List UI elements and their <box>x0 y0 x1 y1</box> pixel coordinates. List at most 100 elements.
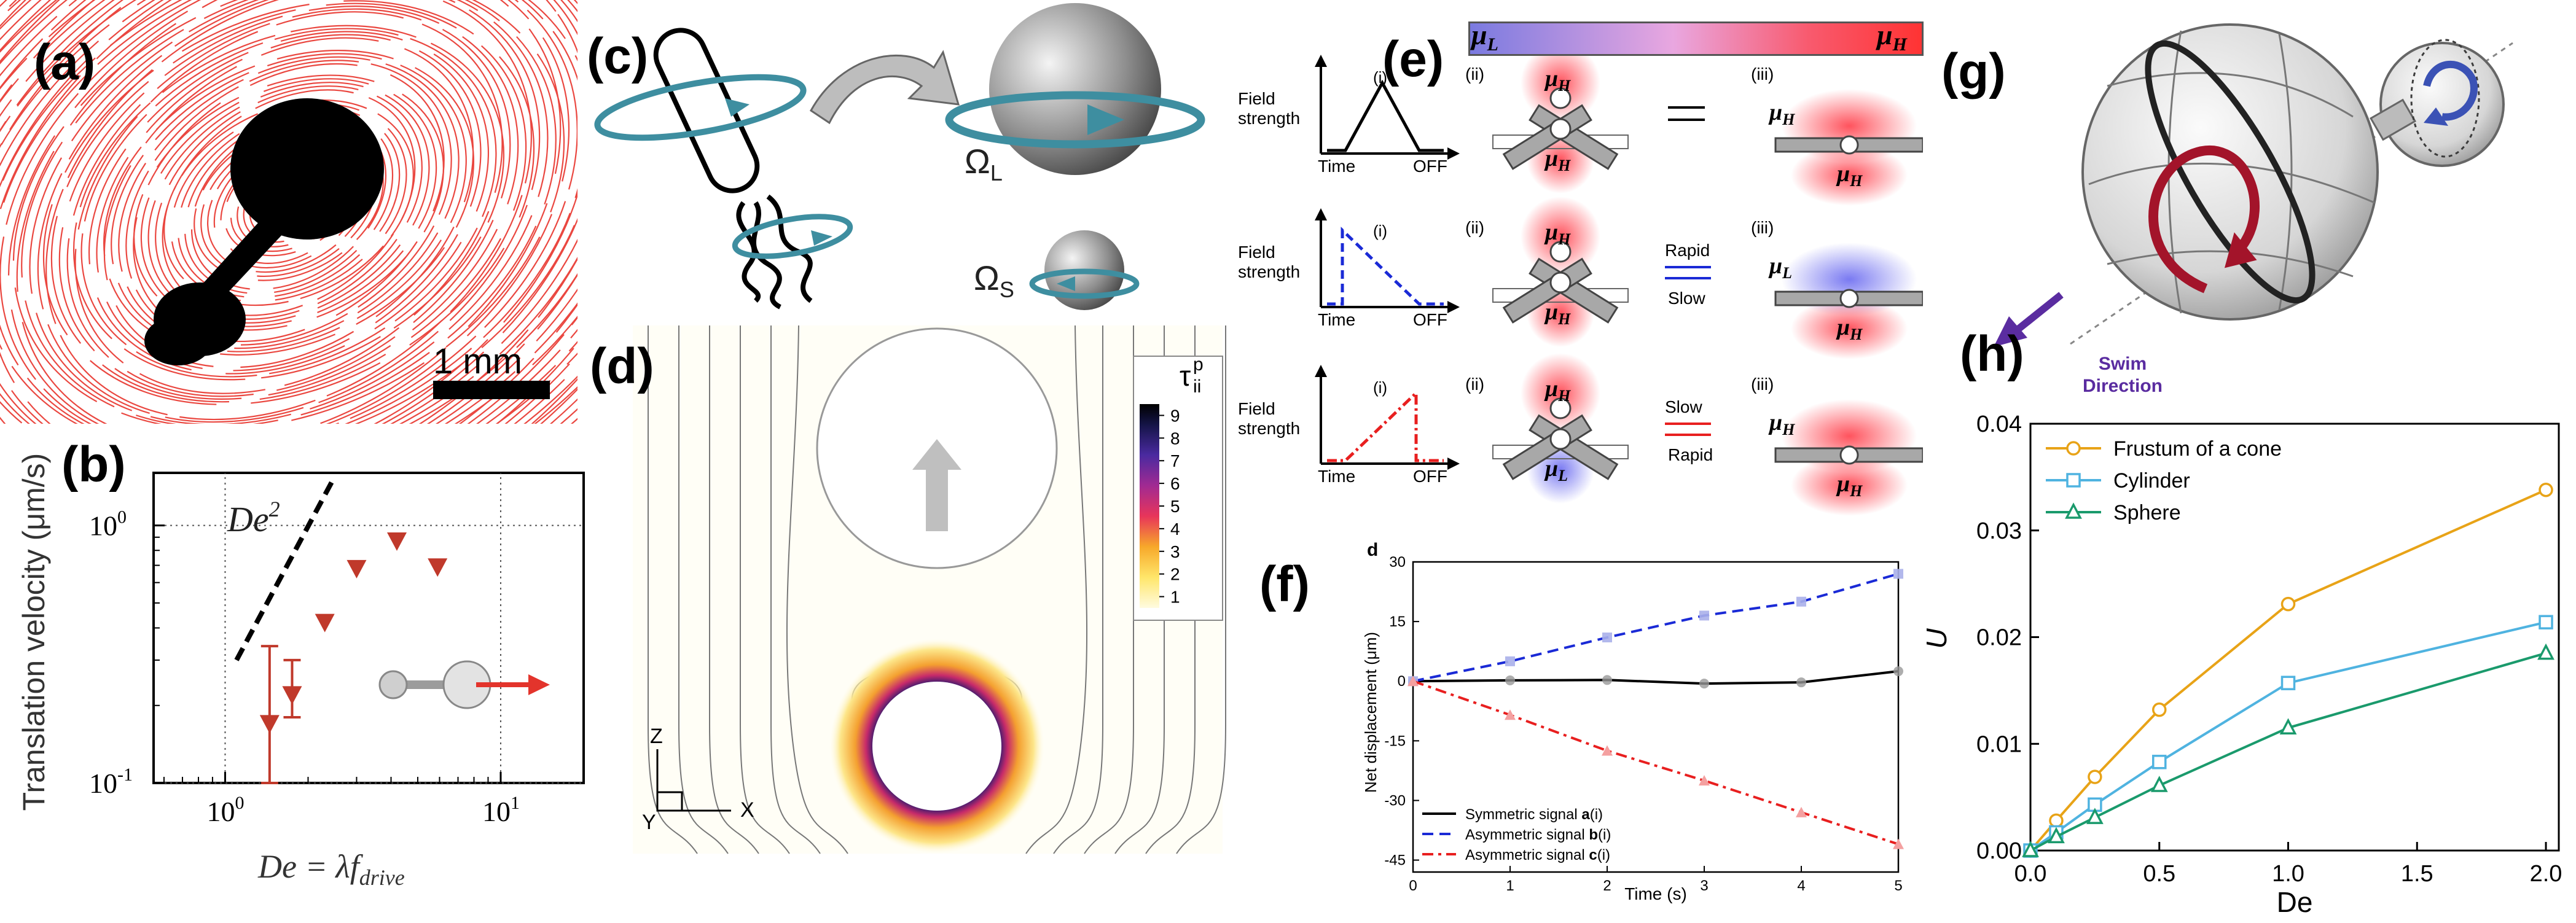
time-label: Time <box>1318 157 1355 176</box>
swimmer-joint <box>1549 271 1572 294</box>
arrowhead <box>1447 301 1460 313</box>
series-line <box>2029 621 2547 852</box>
signal-trace <box>1327 79 1444 152</box>
shell-band <box>2145 40 2316 304</box>
data-point <box>2280 596 2296 612</box>
x-tick-label: 1.0 <box>2272 861 2304 887</box>
x-tick-label: 101 <box>482 793 520 827</box>
x-tick-label: 0.0 <box>2014 861 2047 887</box>
subpanel-tag: (i) <box>1373 222 1387 240</box>
swimmer-joint <box>1549 87 1572 109</box>
legend-marker <box>2065 502 2082 519</box>
colorbar <box>1140 404 1159 608</box>
data-point <box>1796 806 1807 817</box>
colorbar-tick-label: 5 <box>1170 497 1180 516</box>
panel-label-a: (a) <box>34 34 96 90</box>
viscosity-gradient-bar <box>1468 21 1924 56</box>
colorbar-tick-label: 6 <box>1170 474 1180 493</box>
axis-y: Y <box>642 811 656 834</box>
viscosity-glow <box>1791 144 1908 206</box>
scale-bar <box>433 381 550 399</box>
y-axis-label: Net displacement (μm) <box>1361 632 1380 793</box>
colorbar-tick-label: 9 <box>1170 406 1180 425</box>
subpanel-tag: (i) <box>1373 68 1387 87</box>
streamline <box>648 325 698 854</box>
legend-label: Asymmetric signal c(i) <box>1465 847 1610 863</box>
y-tick-label: 0.01 <box>1976 731 2022 757</box>
panel-c-illustration <box>594 3 1205 310</box>
panel-label-c: (c) <box>587 28 649 84</box>
swim-direction-label: Swim Direction <box>2082 354 2163 396</box>
data-point <box>2022 841 2039 857</box>
signal-trace <box>1327 227 1444 306</box>
panel-d: (d) Z X <box>590 325 1235 920</box>
small-body <box>872 682 1001 811</box>
y-axis-label: U <box>1923 628 1952 649</box>
series-lines <box>2022 482 2554 858</box>
legend-label: Symmetric signal a(i) <box>1465 806 1603 823</box>
colorbar-tick-label: 2 <box>1170 565 1180 584</box>
colorbar-tick-label: 1 <box>1170 588 1180 607</box>
swimmer-inset <box>378 660 550 709</box>
swimmer-arm <box>1502 414 1592 480</box>
y-tick-label: 0 <box>1398 673 1406 690</box>
streamline <box>1025 325 1088 854</box>
y-tick-label: 15 <box>1389 613 1406 630</box>
colorbar-tick-label: 3 <box>1170 542 1180 561</box>
time-label: Time <box>1318 310 1355 329</box>
arrowhead <box>1315 55 1327 67</box>
signal-axes <box>1315 55 1460 160</box>
axes-frame <box>1412 561 1900 873</box>
subpanel-tag: (ii) <box>1465 218 1484 237</box>
x-tick-label: 2 <box>1603 878 1611 894</box>
rate-label: Slow <box>1668 289 1705 308</box>
legend-label: Frustum of a cone <box>2113 437 2282 461</box>
series-lines <box>1407 569 1904 849</box>
viscosity-glow <box>1521 353 1600 433</box>
data-point <box>1505 656 1515 666</box>
data-points <box>259 532 448 784</box>
data-point-triangle <box>282 686 302 705</box>
swimmer-joint <box>1839 289 1859 308</box>
upward-arrow-icon <box>912 439 961 531</box>
x-tick-label: 4 <box>1797 878 1805 894</box>
x-tick-label: 0 <box>1409 878 1417 894</box>
rate-label: Rapid <box>1665 241 1710 260</box>
data-point-triangle <box>428 558 448 577</box>
legend-marker <box>2066 473 2081 488</box>
data-point <box>1505 709 1516 720</box>
data-point <box>1893 569 1903 579</box>
panel-label-b: (b) <box>61 437 126 493</box>
arrowhead <box>1315 365 1327 377</box>
colorbar-label: τ p ii <box>1180 354 1204 397</box>
data-point <box>1893 666 1903 677</box>
rate-label: Rapid <box>1668 445 1713 464</box>
field-label: strength <box>1238 109 1300 128</box>
viscosity-label: μH <box>1544 219 1571 248</box>
viscosity-label: μH <box>1768 99 1795 128</box>
subpanel-tag: (iii) <box>1751 375 1774 394</box>
panel-b: (b) 100 101 10-1 100 De2 Translation veloci… <box>0 424 590 920</box>
swim-direction-arrow-icon <box>1994 292 2064 347</box>
data-point <box>1893 838 1904 849</box>
scalebar-label: 1 mm <box>433 341 522 381</box>
colorbar-tick-label: 8 <box>1170 429 1180 448</box>
y-tick-label: -45 <box>1384 852 1406 869</box>
axes-triad <box>656 749 731 812</box>
signal-axes <box>1315 208 1460 313</box>
panel-g: (g) Swim Direction <box>1923 0 2576 405</box>
field-label: Field <box>1238 399 1275 418</box>
series-line <box>1412 670 1899 685</box>
data-point <box>1796 596 1806 607</box>
swimmer-arm <box>1502 104 1592 170</box>
data-point <box>1796 677 1806 688</box>
data-point <box>2539 615 2553 629</box>
panel-a: 1 mm (a) <box>0 0 746 579</box>
data-point <box>2280 676 2296 690</box>
slope-label: De2 <box>227 497 280 539</box>
data-point <box>2152 755 2167 769</box>
arrowhead <box>1315 208 1327 220</box>
streamline <box>709 325 759 854</box>
